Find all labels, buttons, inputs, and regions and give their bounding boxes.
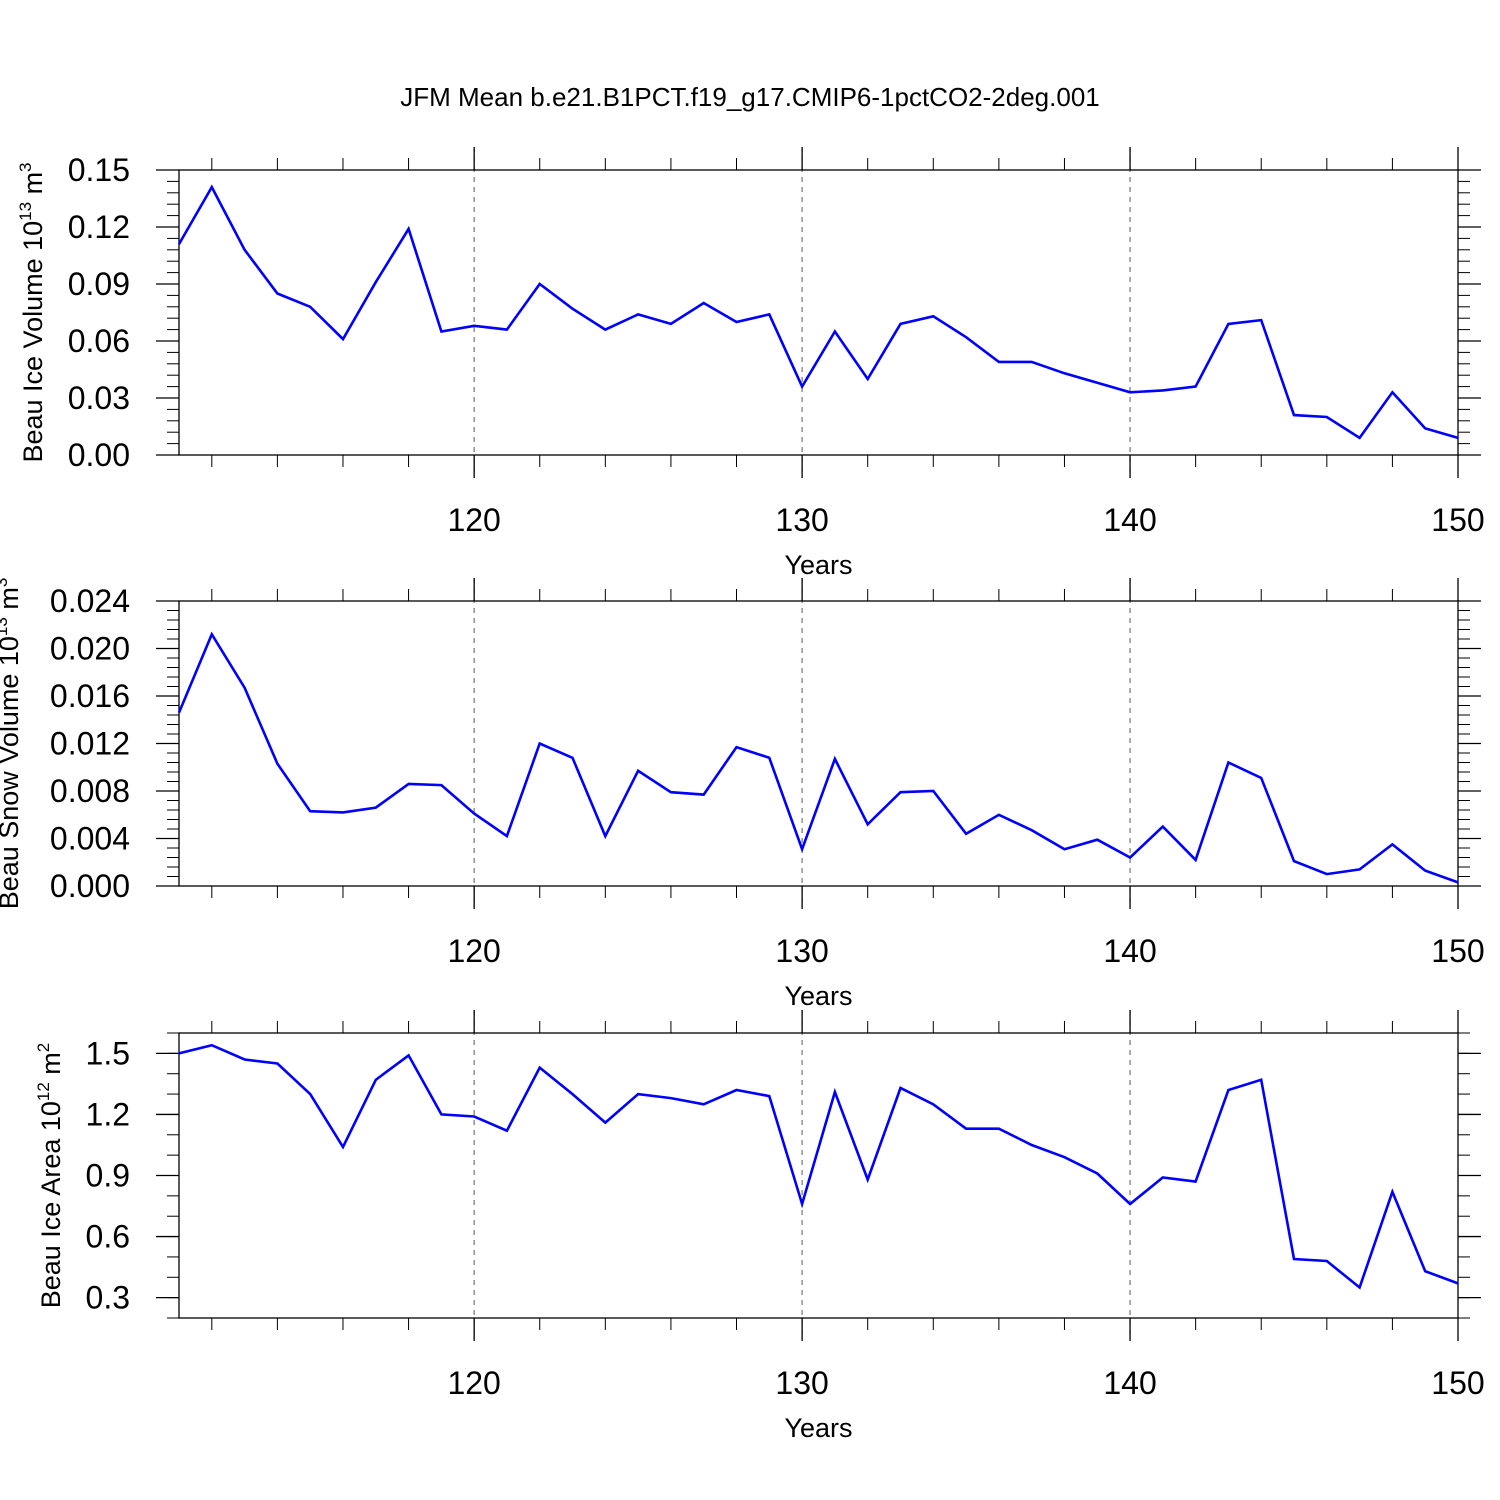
- y-tick-label: 0.016: [50, 678, 130, 714]
- y-tick-label: 0.024: [50, 583, 130, 619]
- y-axis-label: Beau Snow Volume 1013 m3: [0, 578, 24, 910]
- x-tick-label: 120: [447, 502, 500, 538]
- x-tick-label: 120: [447, 933, 500, 969]
- y-axis-label: Beau Ice Area 1012 m2: [34, 1043, 66, 1309]
- x-tick-label: 120: [447, 1365, 500, 1401]
- y-axis-label: Beau Ice Volume 1013 m3: [16, 162, 48, 462]
- x-tick-label: 140: [1103, 933, 1156, 969]
- y-tick-label: 0.008: [50, 773, 130, 809]
- y-tick-label: 1.5: [86, 1035, 130, 1071]
- y-tick-label: 0.012: [50, 726, 130, 762]
- y-tick-label: 0.6: [86, 1219, 130, 1255]
- panel-ice-area: 120 130 140 150 0.3 0.6 0.9 1.2 1.5 Years Beau Ice…: [34, 1010, 1485, 1443]
- y-tick-label: 0.06: [68, 323, 130, 359]
- y-tick-label: 0.12: [68, 209, 130, 245]
- y-tick-label: 0.09: [68, 266, 130, 302]
- y-tick-label: 0.9: [86, 1158, 130, 1194]
- plot-frame: [178, 169, 1459, 456]
- y-tick-label: 0.020: [50, 631, 130, 667]
- x-tick-label: 150: [1431, 1365, 1484, 1401]
- x-tick-label: 150: [1431, 502, 1484, 538]
- y-tick-label: 0.00: [68, 437, 130, 473]
- chart-panels: 120 130 140 150 0.00 0.03 0.06 0.09 0.12 0.15 Year…: [0, 147, 1485, 1443]
- x-tick-label: 130: [775, 502, 828, 538]
- y-tick-label: 0.004: [50, 821, 130, 857]
- panel-ice-volume: 120 130 140 150 0.00 0.03 0.06 0.09 0.12 0.15 Year…: [16, 147, 1485, 580]
- y-tick-label: 0.03: [68, 380, 130, 416]
- x-tick-label: 140: [1103, 502, 1156, 538]
- x-axis-label: Years: [784, 981, 852, 1011]
- y-tick-label: 1.2: [86, 1096, 130, 1132]
- chart-title: JFM Mean b.e21.B1PCT.f19_g17.CMIP6-1pctC…: [400, 82, 1100, 112]
- y-tick-label: 0.3: [86, 1280, 130, 1316]
- x-tick-label: 150: [1431, 933, 1484, 969]
- series-line: [178, 1043, 1459, 1290]
- panel-snow-volume: 120 130 140 150 0.000 0.004 0.008 0.012 0.016 0.0…: [0, 578, 1485, 1011]
- x-axis-label: Years: [784, 1413, 852, 1443]
- x-tick-label: 140: [1103, 1365, 1156, 1401]
- x-axis-label: Years: [784, 550, 852, 580]
- series-line: [177, 184, 1459, 440]
- y-tick-label: 0.15: [68, 152, 130, 188]
- plot-frame: [178, 600, 1459, 887]
- plot-frame: [178, 1032, 1459, 1319]
- y-tick-label: 0.000: [50, 868, 130, 904]
- x-tick-label: 130: [775, 933, 828, 969]
- x-tick-label: 130: [775, 1365, 828, 1401]
- series-line: [177, 631, 1459, 884]
